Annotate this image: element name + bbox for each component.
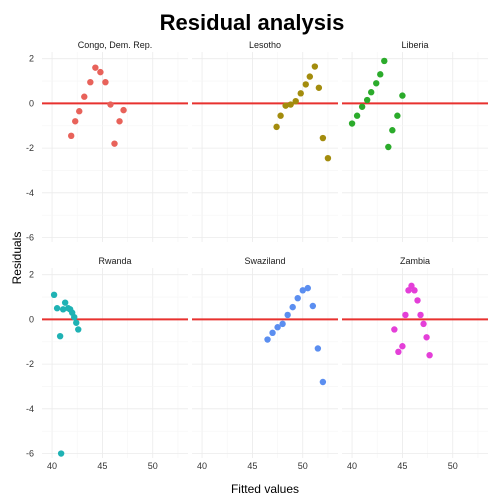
data-point	[56, 332, 64, 340]
data-point	[377, 71, 384, 78]
data-point	[385, 143, 392, 151]
facet-label: Rwanda	[98, 256, 131, 266]
data-point	[389, 127, 396, 134]
data-point	[282, 102, 289, 109]
data-point	[353, 112, 361, 119]
x-tick-label: 50	[448, 461, 458, 471]
facet-label: Congo, Dem. Rep.	[78, 40, 153, 50]
data-point	[75, 326, 82, 333]
data-point	[264, 336, 271, 343]
data-point	[417, 311, 424, 319]
data-point	[420, 320, 427, 328]
data-point	[50, 291, 58, 299]
data-point	[399, 92, 406, 99]
data-point	[391, 326, 398, 333]
data-point	[274, 324, 281, 331]
data-point	[319, 134, 327, 142]
y-tick-label: -2	[26, 143, 34, 153]
data-point	[111, 140, 118, 147]
data-point	[53, 305, 61, 312]
data-point	[61, 299, 69, 306]
data-point	[73, 319, 80, 326]
data-point	[277, 112, 284, 119]
data-point	[72, 118, 79, 125]
data-point	[116, 118, 123, 125]
x-axis-label: Fitted values	[230, 482, 300, 496]
data-point	[315, 84, 323, 91]
data-point	[294, 294, 301, 302]
x-tick-label: 40	[47, 461, 57, 471]
data-point	[363, 96, 371, 104]
data-point	[319, 378, 327, 386]
data-point	[284, 311, 291, 319]
y-tick-label: 2	[29, 54, 34, 64]
data-point	[399, 343, 406, 350]
data-point	[71, 313, 78, 321]
facet-label: Swaziland	[244, 256, 285, 266]
data-point	[324, 154, 332, 162]
data-point	[59, 306, 67, 313]
data-point	[302, 81, 309, 88]
data-point	[411, 287, 418, 294]
data-point	[314, 345, 322, 352]
data-point	[405, 287, 412, 294]
facet-label: Zambia	[400, 256, 430, 266]
data-point	[87, 78, 94, 86]
facet-label: Lesotho	[249, 40, 281, 50]
y-tick-label: -6	[26, 449, 34, 459]
x-tick-label: 45	[397, 461, 407, 471]
data-point	[394, 112, 401, 119]
facet-label: Liberia	[401, 40, 428, 50]
y-tick-label: -6	[26, 233, 34, 243]
y-tick-label: -2	[26, 359, 34, 369]
data-point	[426, 351, 433, 359]
y-tick-label: -4	[26, 188, 34, 198]
x-tick-label: 50	[298, 461, 308, 471]
data-point	[408, 282, 415, 290]
data-point	[309, 302, 317, 310]
data-point	[368, 89, 375, 96]
x-tick-label: 45	[247, 461, 257, 471]
data-point	[289, 303, 296, 311]
data-point	[306, 73, 314, 80]
data-point	[76, 108, 83, 115]
data-point	[304, 284, 311, 292]
data-point	[279, 320, 286, 328]
data-point	[414, 297, 421, 304]
data-point	[81, 93, 88, 100]
data-point	[423, 334, 430, 341]
data-point	[102, 78, 109, 86]
data-point	[381, 57, 388, 65]
x-tick-label: 50	[148, 461, 158, 471]
data-point	[348, 120, 356, 127]
data-point	[68, 132, 75, 140]
data-point	[273, 123, 280, 131]
y-axis-label: Residuals	[10, 231, 24, 285]
data-point	[292, 97, 299, 105]
data-point	[92, 64, 99, 71]
x-tick-label: 45	[97, 461, 107, 471]
data-point	[297, 90, 304, 97]
data-point	[311, 63, 319, 70]
data-point	[269, 329, 276, 337]
y-tick-label: -4	[26, 404, 34, 414]
data-point	[107, 101, 114, 108]
data-point	[402, 311, 409, 319]
y-tick-label: 0	[29, 98, 34, 108]
data-point	[299, 287, 306, 294]
x-tick-label: 40	[347, 461, 357, 471]
data-point	[120, 106, 127, 114]
data-point	[97, 68, 104, 76]
y-tick-label: 2	[29, 270, 34, 280]
data-point	[395, 348, 402, 356]
chart-title: Residual analysis	[159, 10, 345, 35]
y-tick-label: 0	[29, 314, 34, 324]
x-tick-label: 40	[197, 461, 207, 471]
data-point	[373, 80, 380, 87]
data-point	[287, 101, 294, 108]
data-point	[57, 450, 65, 457]
data-point	[358, 103, 366, 110]
